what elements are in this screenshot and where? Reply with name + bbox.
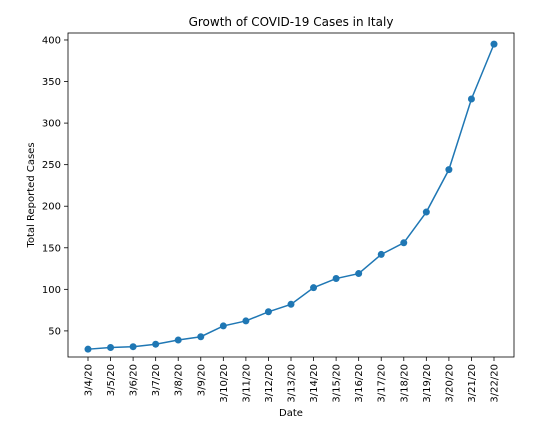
data-point [242,317,250,325]
x-tick-label: 3/10/20 [219,364,230,403]
x-tick-label: 3/17/20 [377,364,388,403]
y-axis-label: Total Reported Cases [26,142,37,248]
x-tick-label: 3/6/20 [129,364,140,396]
x-tick-label: 3/14/20 [309,364,320,403]
x-tick-label: 3/20/20 [444,364,455,403]
plot-area [84,40,498,353]
x-axis: 3/4/20 3/5/20 3/6/20 3/7/20 3/8/20 3/9/20 3/10… [84,357,501,403]
y-tick-label: 200 [42,202,61,213]
y-tick-label: 250 [42,160,61,171]
data-point [264,308,272,316]
y-tick-label: 350 [42,77,61,88]
chart-title: Growth of COVID-19 Cases in Italy [189,15,394,29]
x-tick-label: 3/8/20 [174,364,185,396]
y-tick-label: 150 [42,243,61,254]
data-point [377,250,385,258]
data-point [467,95,475,103]
data-point [422,208,430,216]
x-tick-label: 3/11/20 [241,364,252,403]
x-tick-label: 3/7/20 [151,364,162,396]
plot-frame [67,32,515,358]
data-point [400,239,408,247]
x-axis-label: Date [279,408,303,419]
x-tick-label: 3/21/20 [467,364,478,403]
y-tick-label: 100 [42,285,61,296]
y-tick-label: 300 [42,119,61,130]
data-point [219,322,227,330]
x-tick-label: 3/13/20 [287,364,298,403]
data-point [129,343,137,351]
x-tick-label: 3/12/20 [264,364,275,403]
y-axis: 50 100 150 200 250 300 350 400 [42,35,68,337]
data-point [287,300,295,308]
data-point [445,166,453,174]
y-tick-label: 50 [48,326,61,337]
data-point [490,40,498,48]
x-tick-label: 3/9/20 [196,364,207,396]
x-tick-label: 3/15/20 [332,364,343,403]
data-point [355,270,363,278]
data-point [197,333,205,341]
x-tick-label: 3/18/20 [399,364,410,403]
data-point [152,340,160,348]
data-point [174,336,182,344]
y-tick-label: 400 [42,35,61,46]
x-tick-label: 3/19/20 [422,364,433,403]
x-tick-label: 3/5/20 [106,364,117,396]
data-point [84,345,92,353]
data-point [332,275,340,283]
x-tick-label: 3/4/20 [84,364,95,396]
x-tick-label: 3/16/20 [354,364,365,403]
x-tick-label: 3/22/20 [490,364,501,403]
data-point [107,344,115,352]
data-point [310,284,318,292]
